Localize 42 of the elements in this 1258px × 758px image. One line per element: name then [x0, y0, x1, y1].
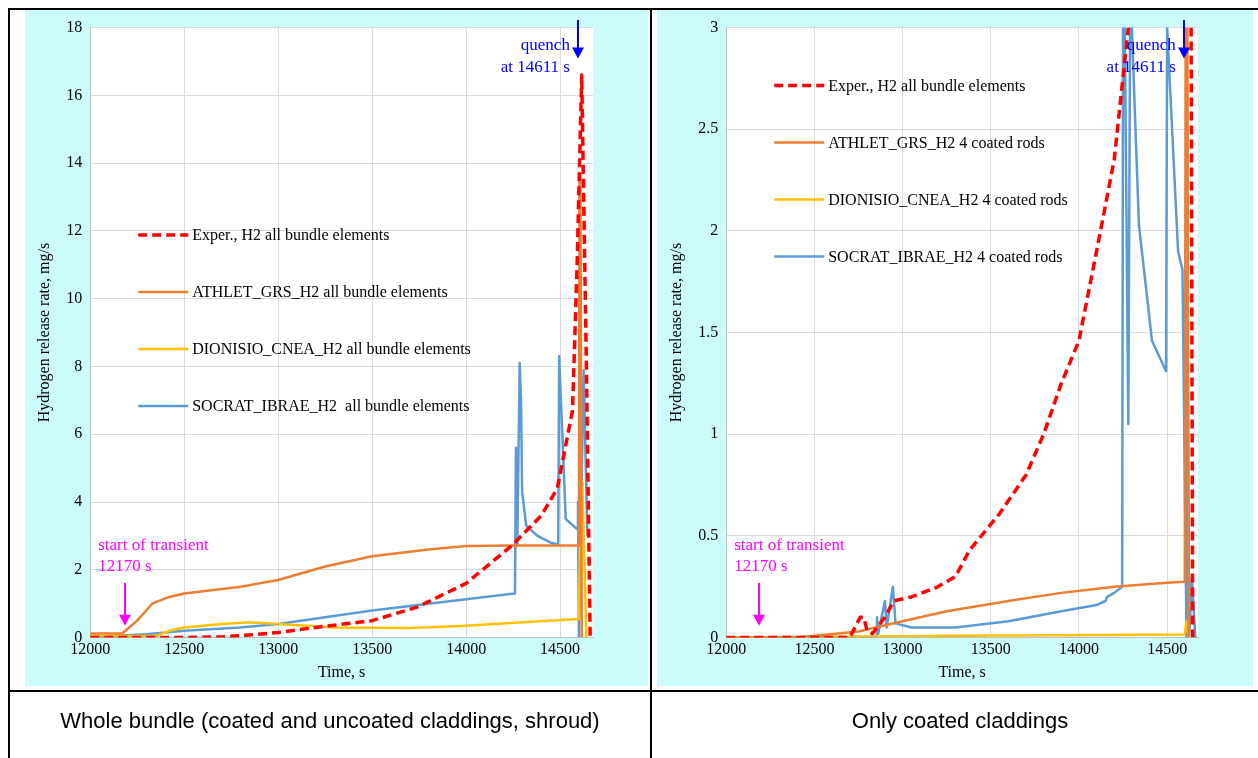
annotation: start of transient 12170 s — [734, 534, 845, 575]
text: Whole bundle (coated and uncoated claddings, shroud) — [59, 707, 601, 735]
y-tick-label: 14 — [66, 153, 83, 171]
y-axis-title: Hydrogen release rate, mg/s — [34, 242, 53, 423]
legend-label: ATHLET_GRS_H2 all bundle elements — [192, 283, 448, 301]
y-tick-label: 3 — [710, 17, 719, 35]
y-tick-label: 10 — [66, 288, 83, 306]
x-tick-label: 14000 — [1058, 640, 1099, 658]
x-tick-label: 13000 — [258, 640, 299, 658]
text: Only coated claddings — [850, 707, 1070, 735]
y-tick-label: 2.5 — [698, 119, 719, 137]
y-tick-label: 2 — [710, 221, 719, 239]
annotation: start of transient 12170 s — [98, 534, 209, 575]
legend-label: SOCRAT_IBRAE_H2 4 coated rods — [828, 247, 1063, 265]
x-tick-label: 14500 — [540, 640, 581, 658]
y-tick-label: 6 — [74, 424, 83, 442]
y-tick-label: 0.5 — [698, 526, 719, 544]
legend-label: ATHLET_GRS_H2 4 coated rods — [828, 133, 1045, 151]
x-tick-label: 13500 — [352, 640, 393, 658]
legend-label: DIONISIO_CNEA_H2 all bundle elements — [192, 340, 471, 358]
annotation: quench at 14611 s — [500, 34, 571, 76]
x-tick-label: 13500 — [970, 640, 1011, 658]
y-tick-label: 2 — [74, 560, 83, 578]
legend-label: Exper., H2 all bundle elements — [828, 76, 1026, 95]
y-tick-label: 1 — [710, 424, 719, 442]
legend-label: DIONISIO_CNEA_H2 4 coated rods — [828, 190, 1068, 208]
legend-label: SOCRAT_IBRAE_H2 all bundle elements — [192, 397, 470, 415]
legend-label: Exper., H2 all bundle elements — [192, 226, 390, 245]
x-tick-label: 12500 — [164, 640, 205, 658]
y-tick-label: 1.5 — [698, 322, 719, 340]
x-tick-label: 14000 — [446, 640, 487, 658]
x-tick-label: 12500 — [794, 640, 835, 658]
y-tick-label: 8 — [74, 356, 83, 374]
y-tick-label: 16 — [66, 85, 83, 103]
y-axis-title: Hydrogen release rate, mg/s — [666, 242, 685, 423]
x-axis-title: Time, s — [938, 662, 986, 680]
x-tick-label: 14500 — [1147, 640, 1188, 658]
y-tick-label: 18 — [66, 17, 83, 35]
y-tick-label: 4 — [74, 492, 83, 510]
y-tick-label: 12 — [66, 221, 83, 239]
x-tick-label: 13000 — [882, 640, 923, 658]
x-axis-title: Time, s — [317, 662, 366, 680]
